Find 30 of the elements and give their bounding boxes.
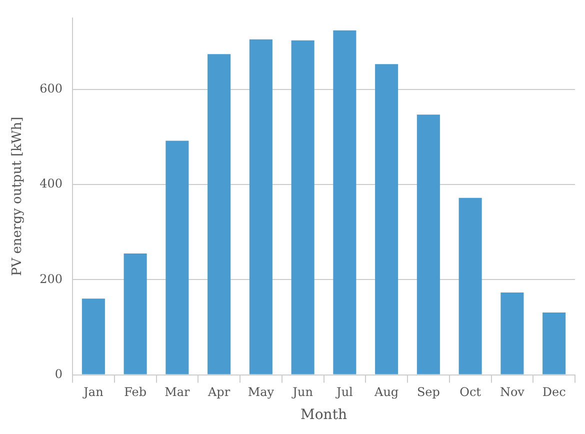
x-tick-label: Jan (82, 385, 104, 400)
bar (500, 292, 524, 374)
bar (458, 198, 482, 374)
bar (333, 30, 356, 374)
bar (542, 312, 566, 374)
bar (416, 114, 440, 374)
x-tick-label: Apr (207, 385, 230, 400)
bar (208, 54, 231, 374)
x-tick-label: Dec (542, 385, 566, 400)
x-tick-label: Feb (124, 385, 147, 400)
x-tick-label: Nov (500, 385, 525, 400)
bar (249, 39, 272, 374)
y-tick-label: 600 (40, 81, 63, 96)
y-tick-label: 400 (40, 176, 63, 191)
x-tick-label: May (248, 385, 274, 400)
x-tick-label: Sep (416, 385, 440, 400)
x-tick-label: Mar (164, 385, 190, 400)
x-axis-title: Month (300, 407, 347, 424)
bar (166, 140, 189, 374)
bar (375, 64, 398, 374)
x-tick-label: Jun (290, 385, 314, 400)
bar (124, 253, 147, 374)
bar (291, 40, 314, 374)
x-tick-label: Jul (334, 385, 354, 400)
y-axis-title: PV energy output [kWh] (10, 116, 26, 276)
y-tick-label: 200 (40, 272, 63, 286)
x-tick-label: Oct (460, 385, 482, 400)
y-tick-label: 0 (54, 366, 63, 381)
x-tick-label: Aug (374, 385, 399, 400)
bar (82, 298, 105, 374)
